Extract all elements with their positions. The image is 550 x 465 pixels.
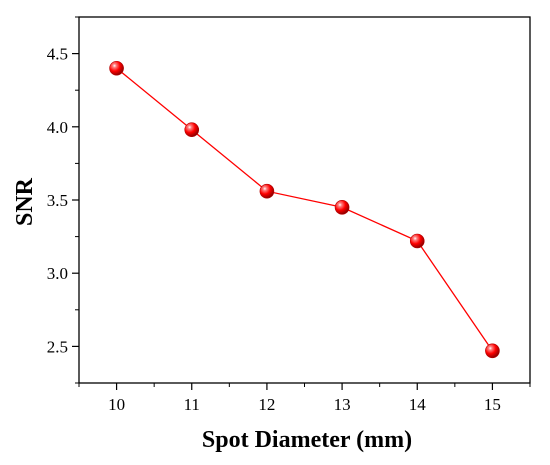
series-line (116, 67, 493, 352)
x-tick-label: 12 (258, 395, 275, 414)
y-tick-label: 2.5 (47, 337, 68, 356)
data-point (334, 200, 350, 215)
y-tick-label: 4.5 (47, 45, 68, 64)
x-tick-label: 15 (484, 395, 501, 414)
x-axis-title: Spot Diameter (mm) (202, 427, 412, 453)
x-tick-label: 13 (334, 395, 351, 414)
data-point (184, 122, 200, 138)
plot-frame (78, 16, 531, 384)
data-point (109, 60, 124, 76)
x-tick-label: 14 (409, 395, 427, 414)
x-tick-label: 11 (184, 395, 200, 414)
data-point (485, 343, 500, 359)
plot-area: 10 11 12 13 14 15 2.5 3.0 3.5 4.0 4.5 (47, 16, 531, 414)
data-point (259, 183, 275, 199)
data-point (409, 233, 425, 249)
y-tick-label: 4.0 (47, 118, 68, 137)
x-tick-label: 10 (108, 395, 125, 414)
y-tick-label: 3.0 (47, 264, 68, 283)
y-tick-label: 3.5 (47, 191, 68, 210)
y-axis-title: SNR (12, 177, 38, 226)
